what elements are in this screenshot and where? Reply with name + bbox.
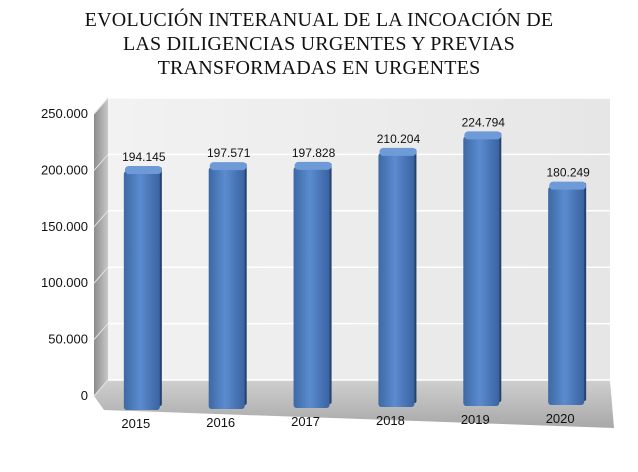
bar-front [548, 186, 585, 405]
bar [293, 161, 332, 408]
chart-title-line-2: LAS DILIGENCIAS URGENTES Y PREVIAS [123, 33, 515, 55]
bar-front [123, 171, 160, 410]
bar [378, 147, 417, 407]
bar-top [549, 181, 587, 190]
y-tick-label: 0 [81, 388, 88, 403]
bar [123, 166, 162, 410]
gridline-side [93, 154, 109, 171]
x-tick-label: 2017 [291, 414, 320, 429]
chart-side-wall [94, 98, 108, 396]
chart-title: EVOLUCIÓN INTERANUAL DE LA INCOACIÓN DE … [0, 8, 638, 80]
gridline-side [93, 210, 109, 228]
bar-front [208, 167, 245, 409]
bar-top [379, 147, 417, 156]
gridline-side [93, 379, 109, 397]
bar-top [209, 162, 247, 171]
bar-front [378, 152, 415, 407]
y-tick-label: 150.000 [41, 219, 88, 234]
gridline-side [93, 323, 109, 340]
y-tick-label: 50.000 [48, 332, 88, 347]
bar-top [294, 161, 332, 170]
chart-back-wall [108, 98, 610, 380]
bar-top [464, 131, 502, 140]
x-tick-label: 2020 [546, 411, 575, 426]
data-label: 210.204 [377, 132, 421, 146]
chart-floor [94, 380, 614, 428]
bar-top [124, 166, 162, 175]
x-tick-label: 2015 [121, 416, 150, 431]
bar [208, 162, 247, 409]
y-tick-label: 100.000 [41, 275, 88, 290]
data-label: 180.249 [546, 166, 590, 180]
gridline-side [93, 266, 109, 284]
data-label: 197.828 [292, 146, 336, 160]
y-tick-label: 250.000 [41, 106, 88, 121]
chart-title-line-3: TRANSFORMADAS EN URGENTES [157, 57, 481, 79]
x-tick-label: 2019 [461, 412, 490, 427]
x-tick-label: 2016 [206, 415, 235, 430]
bar [463, 131, 502, 406]
y-tick-label: 200.000 [41, 162, 88, 177]
x-tick-label: 2018 [376, 413, 405, 428]
chart-title-line-1: EVOLUCIÓN INTERANUAL DE LA INCOACIÓN DE [84, 9, 554, 31]
bar-front [463, 136, 500, 406]
bar-front [293, 166, 330, 408]
data-label: 197.571 [207, 146, 251, 160]
gridline-side [93, 97, 109, 115]
data-label: 224.794 [462, 115, 506, 129]
bar [548, 181, 587, 405]
data-label: 194.145 [122, 150, 166, 164]
